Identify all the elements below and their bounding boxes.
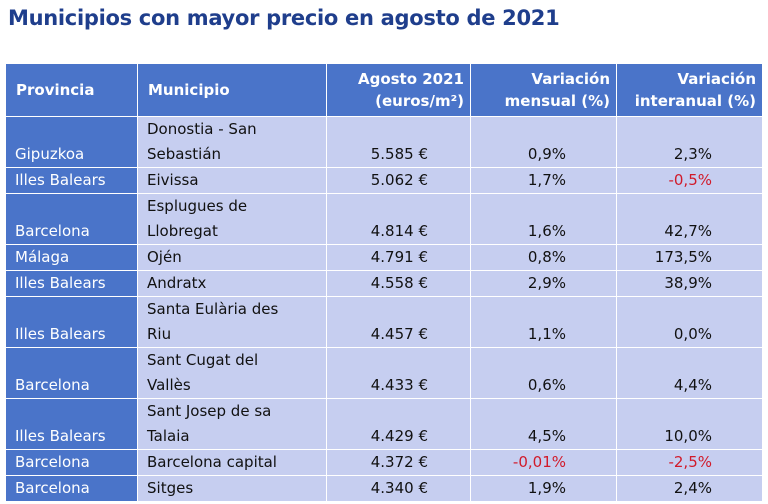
- table-row: Málaga Ojén 4.791 € 0,8% 173,5%: [5, 244, 763, 271]
- cell-variacion-interanual: 42,7%: [616, 193, 763, 245]
- table-row: Illes Balears Sant Josep de sa Talaia 4.4…: [5, 398, 763, 450]
- cell-precio: 4.340 €: [326, 475, 471, 502]
- table-row: Barcelona Esplugues de Llobregat 4.814 € …: [5, 193, 763, 245]
- cell-precio: 4.429 €: [326, 398, 471, 450]
- header-provincia: Provincia: [5, 63, 138, 117]
- cell-provincia: Barcelona: [5, 193, 138, 245]
- table-row: Illes Balears Santa Eulària des Riu 4.457…: [5, 296, 763, 348]
- cell-provincia: Málaga: [5, 244, 138, 271]
- cell-municipio: Santa Eulària des Riu: [137, 296, 327, 348]
- cell-municipio: Barcelona capital: [137, 449, 327, 476]
- header-precio: Agosto 2021 (euros/m²): [326, 63, 471, 117]
- cell-provincia: Illes Balears: [5, 296, 138, 348]
- cell-municipio: Sitges: [137, 475, 327, 502]
- cell-variacion-mensual: 1,6%: [470, 193, 617, 245]
- table-row: Barcelona Barcelona capital 4.372 € -0,0…: [5, 449, 763, 476]
- cell-precio: 4.457 €: [326, 296, 471, 348]
- cell-variacion-interanual: -0,5%: [616, 167, 763, 194]
- table-row: Barcelona Sant Cugat del Vallès 4.433 € 0…: [5, 347, 763, 399]
- table-header-row: Provincia Municipio Agosto 2021 (euros/m²…: [5, 63, 763, 117]
- cell-variacion-mensual: -0,01%: [470, 449, 617, 476]
- cell-provincia: Gipuzkoa: [5, 116, 138, 168]
- cell-variacion-mensual: 4,5%: [470, 398, 617, 450]
- cell-variacion-mensual: 2,9%: [470, 270, 617, 297]
- header-variacion-interanual: Variación interanual (%): [616, 63, 763, 117]
- cell-precio: 4.372 €: [326, 449, 471, 476]
- table-row: Illes Balears Andratx 4.558 € 2,9% 38,9%: [5, 270, 763, 297]
- cell-precio: 4.814 €: [326, 193, 471, 245]
- table-row: Illes Balears Eivissa 5.062 € 1,7% -0,5%: [5, 167, 763, 194]
- cell-municipio: Donostia - San Sebastián: [137, 116, 327, 168]
- cell-variacion-mensual: 0,8%: [470, 244, 617, 271]
- table-row: Gipuzkoa Donostia - San Sebastián 5.585 €…: [5, 116, 763, 168]
- cell-provincia: Barcelona: [5, 347, 138, 399]
- cell-provincia: Illes Balears: [5, 398, 138, 450]
- page-title: Municipios con mayor precio en agosto de…: [8, 6, 560, 30]
- cell-provincia: Barcelona: [5, 475, 138, 502]
- cell-variacion-mensual: 1,9%: [470, 475, 617, 502]
- price-table: Provincia Municipio Agosto 2021 (euros/m²…: [5, 63, 763, 502]
- cell-municipio: Esplugues de Llobregat: [137, 193, 327, 245]
- cell-municipio: Sant Josep de sa Talaia: [137, 398, 327, 450]
- cell-municipio: Sant Cugat del Vallès: [137, 347, 327, 399]
- cell-variacion-interanual: 2,3%: [616, 116, 763, 168]
- cell-municipio: Ojén: [137, 244, 327, 271]
- cell-precio: 4.433 €: [326, 347, 471, 399]
- cell-variacion-interanual: 4,4%: [616, 347, 763, 399]
- cell-provincia: Illes Balears: [5, 270, 138, 297]
- cell-variacion-interanual: 38,9%: [616, 270, 763, 297]
- cell-precio: 5.585 €: [326, 116, 471, 168]
- cell-precio: 5.062 €: [326, 167, 471, 194]
- header-municipio: Municipio: [137, 63, 327, 117]
- cell-variacion-mensual: 1,7%: [470, 167, 617, 194]
- cell-variacion-interanual: 10,0%: [616, 398, 763, 450]
- cell-precio: 4.558 €: [326, 270, 471, 297]
- cell-precio: 4.791 €: [326, 244, 471, 271]
- cell-variacion-mensual: 0,9%: [470, 116, 617, 168]
- cell-provincia: Barcelona: [5, 449, 138, 476]
- table-row: Barcelona Sitges 4.340 € 1,9% 2,4%: [5, 475, 763, 502]
- cell-municipio: Eivissa: [137, 167, 327, 194]
- cell-variacion-interanual: 0,0%: [616, 296, 763, 348]
- cell-variacion-mensual: 0,6%: [470, 347, 617, 399]
- cell-variacion-mensual: 1,1%: [470, 296, 617, 348]
- cell-variacion-interanual: 2,4%: [616, 475, 763, 502]
- cell-provincia: Illes Balears: [5, 167, 138, 194]
- cell-municipio: Andratx: [137, 270, 327, 297]
- cell-variacion-interanual: -2,5%: [616, 449, 763, 476]
- header-variacion-mensual: Variación mensual (%): [470, 63, 617, 117]
- cell-variacion-interanual: 173,5%: [616, 244, 763, 271]
